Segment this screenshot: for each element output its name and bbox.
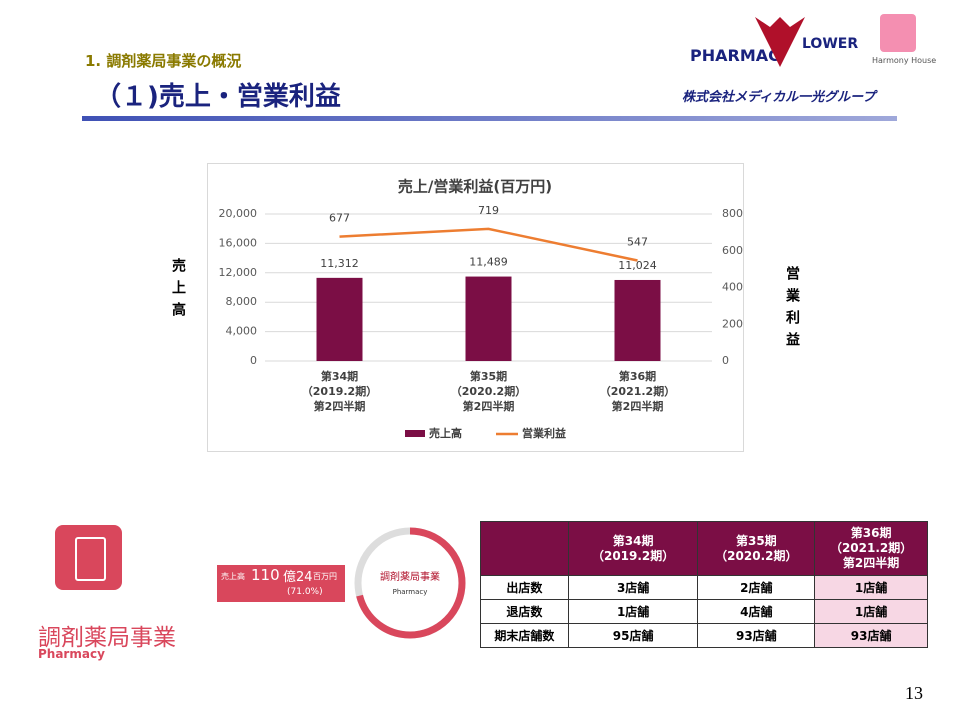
table-cell: 95店舗: [567, 623, 699, 648]
y2-tick-label: 600: [722, 244, 743, 257]
x-tick-label: （2021.2期）: [600, 384, 675, 398]
segment-name: 調剤薬局事業: [38, 625, 176, 651]
table-row: 期末店舗数 95店舗 93店舗 93店舗: [480, 623, 928, 648]
bar: [316, 277, 363, 361]
bar: [465, 276, 512, 361]
sales-callout: 売上高 110 億24 百万円 (71.0%): [217, 565, 345, 602]
x-tick-label: 第2四半期: [463, 399, 515, 413]
table-row: 退店数 1店舗 4店舗 1店舗: [480, 599, 928, 624]
x-tick-label: 第35期: [470, 369, 507, 383]
chart: 売上/営業利益(百万円) 0 4,000 8,000 12,000 16,000 20,0…: [219, 178, 744, 441]
y-tick-label: 12,000: [219, 266, 258, 279]
segment-sub: Pharmacy: [38, 647, 105, 661]
segment-donut: 調剤薬局事業 Pharmacy: [354, 527, 466, 639]
slide-title: （１)売上・営業利益: [95, 82, 341, 112]
store-table: 第34期 （2019.2期） 第35期 （2020.2期） 第36期 （2021.2期）第…: [480, 521, 928, 648]
data-label: 11,489: [469, 256, 508, 269]
table-cell: 1店舗: [567, 599, 699, 624]
page-number: 13: [905, 683, 923, 703]
y-tick-label: 16,000: [219, 236, 258, 249]
data-label: 547: [627, 235, 648, 248]
header-text: 第35期: [735, 533, 777, 548]
y-axis-label: 売上高: [170, 258, 186, 324]
table-cell: 4店舗: [697, 599, 816, 624]
legend-label: 売上高: [429, 426, 462, 440]
line: [339, 227, 638, 262]
x-tick-label: 第2四半期: [612, 399, 664, 413]
data-label: 719: [478, 204, 499, 217]
x-tick-label: 第36期: [619, 369, 656, 383]
callout-unit: 億24: [283, 570, 313, 585]
y2-tick-label: 800: [722, 207, 743, 220]
y-tick-label: 8,000: [226, 295, 258, 308]
chart-title: 売上/営業利益(百万円): [398, 178, 552, 196]
data-label: 11,024: [618, 259, 657, 272]
header-cell: 第34期 （2019.2期）: [567, 521, 699, 576]
table-cell: 出店数: [480, 575, 569, 600]
callout-unit: 百万円: [313, 572, 337, 581]
table-cell: 93店舗: [697, 623, 816, 648]
header-text: 第2四半期: [842, 556, 900, 570]
table-cell: 期末店舗数: [480, 623, 569, 648]
donut-label: 調剤薬局事業: [380, 570, 440, 583]
table-cell: 1店舗: [814, 575, 928, 600]
header-text: （2020.2期）: [715, 548, 798, 563]
x-tick-label: 第34期: [321, 369, 358, 383]
logo-text: PHARMAC: [690, 46, 780, 65]
callout-label: 売上高: [221, 572, 245, 581]
bar: [614, 279, 661, 361]
harmony-logo: [880, 14, 916, 52]
header-row: 第34期 （2019.2期） 第35期 （2020.2期） 第36期 （2021.2期）第…: [480, 521, 928, 576]
y-tick-label: 20,000: [219, 207, 258, 220]
logo-text: Harmony House: [872, 56, 937, 65]
callout-value: 110: [251, 566, 280, 584]
logo-text: 株式会社メディカル一光グループ: [682, 90, 876, 105]
x-tick-label: （2020.2期）: [451, 384, 526, 398]
header-text: 第34期: [612, 533, 654, 548]
pharmacy-icon: [55, 525, 122, 590]
title-rule: [82, 116, 897, 121]
y-tick-label: 0: [250, 354, 257, 367]
x-tick-label: 第2四半期: [314, 399, 366, 413]
logo-text: LOWER: [802, 36, 859, 52]
callout-share: (71.0%): [287, 587, 323, 597]
table-cell: 93店舗: [814, 623, 928, 648]
y2-axis-label: 営業利益: [784, 266, 800, 354]
y2-tick-label: 200: [722, 317, 743, 330]
x-tick-label: （2019.2期）: [302, 384, 377, 398]
header-text: 第36期: [850, 526, 892, 540]
data-label: 677: [329, 212, 350, 225]
table-cell: 退店数: [480, 599, 569, 624]
legend-swatch: [405, 430, 425, 437]
chart-frame: [207, 163, 744, 452]
flower-logo: [755, 17, 805, 67]
section-title: 1. 調剤薬局事業の概況: [85, 52, 242, 70]
donut-sub: Pharmacy: [393, 588, 428, 596]
data-label: 11,312: [320, 257, 359, 270]
header-cell: [480, 521, 569, 576]
header-cell: 第36期 （2021.2期） 第2四半期: [814, 521, 928, 576]
header-cell: 第35期 （2020.2期）: [697, 521, 816, 576]
table-cell: 1店舗: [814, 599, 928, 624]
table-row: 出店数 3店舗 2店舗 1店舗: [480, 575, 928, 600]
table-cell: 2店舗: [697, 575, 816, 600]
header-text: （2021.2期）: [829, 541, 913, 555]
header-text: （2019.2期）: [591, 548, 675, 563]
y-tick-label: 4,000: [226, 325, 258, 338]
table-cell: 3店舗: [567, 575, 699, 600]
y2-tick-label: 400: [722, 281, 743, 294]
y2-tick-label: 0: [722, 354, 729, 367]
legend-label: 営業利益: [522, 426, 566, 440]
